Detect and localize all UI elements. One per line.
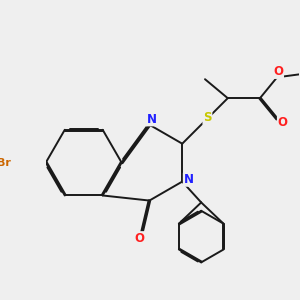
Text: N: N: [146, 113, 156, 126]
Text: N: N: [184, 173, 194, 186]
Text: S: S: [203, 111, 212, 124]
Text: O: O: [134, 232, 144, 245]
Text: Br: Br: [0, 158, 11, 168]
Text: O: O: [273, 65, 283, 78]
Text: O: O: [278, 116, 288, 129]
